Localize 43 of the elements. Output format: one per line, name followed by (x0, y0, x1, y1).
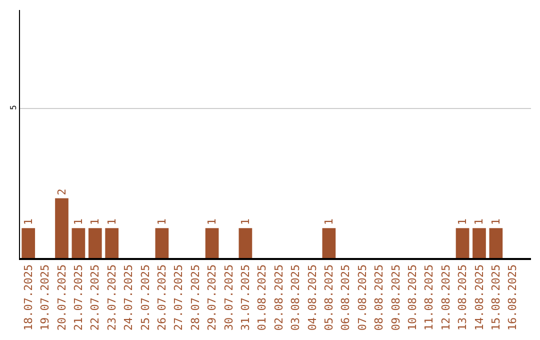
data-label: 1 (155, 218, 168, 226)
data-label: 1 (472, 218, 486, 226)
data-label: 1 (88, 218, 102, 226)
x-tick-label: 06.08.2025 (339, 264, 352, 331)
x-tick-label: 12.08.2025 (439, 264, 452, 331)
x-tick-label: 27.07.2025 (172, 264, 186, 331)
data-label: 1 (72, 218, 85, 226)
x-tick-label: 22.07.2025 (88, 264, 102, 331)
x-tick-label: 25.07.2025 (138, 264, 152, 331)
data-label: 1 (206, 218, 219, 226)
x-tick-label: 29.07.2025 (206, 264, 219, 331)
x-tick-label: 05.08.2025 (322, 264, 336, 331)
x-tick-label: 15.08.2025 (490, 264, 503, 331)
x-tick-label: 04.08.2025 (306, 264, 319, 331)
x-tick-label: 08.08.2025 (372, 264, 386, 331)
data-label: 1 (322, 218, 336, 226)
x-tick-label: 28.07.2025 (188, 264, 202, 331)
x-tick-label: 14.08.2025 (472, 264, 486, 331)
x-tick-label: 20.07.2025 (55, 264, 68, 331)
data-label: 1 (238, 218, 252, 226)
x-tick-label: 31.07.2025 (239, 264, 252, 331)
x-tick-label: 13.08.2025 (456, 264, 470, 331)
x-tick-label: 21.07.2025 (72, 264, 86, 331)
x-tick-label: 26.07.2025 (156, 264, 169, 331)
data-label: 1 (22, 218, 35, 226)
x-tick-label: 03.08.2025 (289, 264, 302, 331)
data-label: 1 (489, 218, 502, 226)
x-tick-label: 30.07.2025 (222, 264, 236, 331)
x-tick-label: 16.08.2025 (506, 264, 520, 331)
x-tick-label: 19.07.2025 (38, 264, 52, 331)
y-tick-label: 5 (8, 104, 18, 110)
x-tick-label: 11.08.2025 (422, 264, 436, 331)
x-tick-label: 23.07.2025 (105, 264, 118, 331)
data-label: 2 (55, 188, 68, 196)
x-tick-label: 24.07.2025 (122, 264, 136, 331)
x-tick-label: 09.08.2025 (389, 264, 402, 331)
x-tick-label: 07.08.2025 (356, 264, 369, 331)
x-tick-label: 10.08.2025 (406, 264, 420, 331)
x-tick-label: 01.08.2025 (256, 264, 269, 331)
x-tick-label: 02.08.2025 (272, 264, 286, 331)
data-label: 1 (456, 218, 470, 226)
x-tick-label: 18.07.2025 (22, 264, 35, 331)
data-label: 1 (105, 218, 118, 226)
